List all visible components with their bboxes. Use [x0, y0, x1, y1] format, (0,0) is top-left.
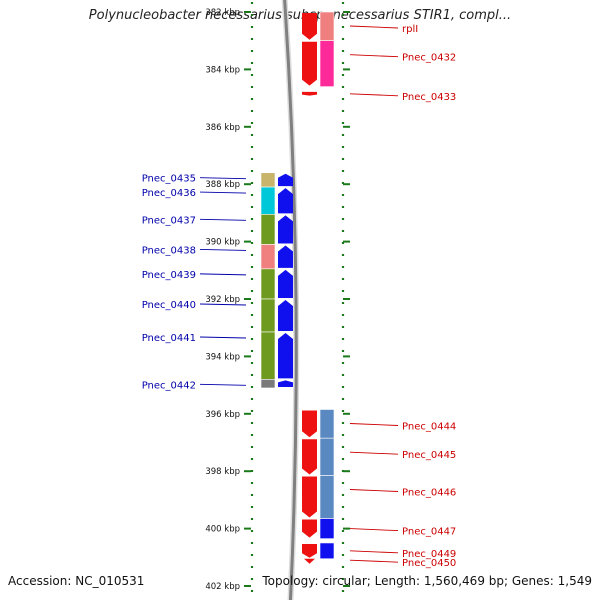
gene-label-leader: [199, 303, 247, 306]
gene-category-bar[interactable]: [260, 268, 276, 300]
gene-category-bar[interactable]: [260, 331, 276, 380]
reverse-gene-arrow[interactable]: [302, 13, 317, 40]
gene-category-bar[interactable]: [319, 542, 335, 560]
gene-label-pnec_0444[interactable]: Pnec_0444: [402, 421, 456, 432]
gene-label-leader: [199, 336, 247, 339]
gene-category-bar[interactable]: [319, 437, 335, 476]
forward-gene-arrow[interactable]: [278, 173, 293, 187]
forward-gene-arrow[interactable]: [278, 333, 293, 379]
gene-label-pnec_0438[interactable]: Pnec_0438: [142, 245, 196, 256]
reverse-gene-arrow[interactable]: [302, 519, 317, 538]
gene-label-leader: [349, 451, 399, 455]
gene-label-pnec_0447[interactable]: Pnec_0447: [402, 527, 456, 538]
accession-label: Accession: NC_010531: [8, 574, 145, 588]
reverse-gene-arrow[interactable]: [302, 91, 317, 96]
gene-label-leader: [199, 383, 247, 386]
gene-label-leader: [199, 218, 247, 221]
gene-category-bar[interactable]: [260, 298, 276, 333]
map-title: Polynucleobacter necessarius subsp. nece…: [88, 8, 512, 23]
gene-label-pnec_0440[interactable]: Pnec_0440: [142, 300, 196, 311]
gene-label-leader: [199, 191, 247, 194]
gene-label-leader: [349, 54, 399, 58]
gene-label-rpli[interactable]: rplI: [402, 24, 418, 35]
gene-category-bar[interactable]: [319, 409, 335, 439]
forward-gene-arrow[interactable]: [278, 380, 293, 387]
scale-tick-label: 384 kbp: [205, 65, 240, 75]
reverse-gene-arrow[interactable]: [304, 558, 315, 564]
gene-label-pnec_0432[interactable]: Pnec_0432: [402, 53, 456, 64]
reverse-gene-arrow[interactable]: [302, 476, 317, 518]
gene-label-pnec_0436[interactable]: Pnec_0436: [142, 188, 196, 199]
forward-gene-arrow[interactable]: [278, 269, 293, 298]
gene-label-pnec_0450[interactable]: Pnec_0450: [402, 558, 456, 569]
gene-label-pnec_0446[interactable]: Pnec_0446: [402, 488, 456, 499]
scale-tick-label: 398 kbp: [205, 467, 240, 477]
gene-category-bar[interactable]: [260, 172, 276, 188]
scale-tick-label: 400 kbp: [205, 525, 240, 535]
forward-gene-arrow[interactable]: [278, 188, 293, 214]
forward-gene-arrow[interactable]: [278, 215, 293, 244]
scale-tick-label: 402 kbp: [205, 582, 240, 592]
gene-category-bar[interactable]: [260, 244, 276, 270]
gene-label-pnec_0437[interactable]: Pnec_0437: [142, 215, 196, 226]
gene-category-bar[interactable]: [319, 40, 335, 87]
scale-tick-label: 382 kbp: [205, 8, 240, 18]
gene-label-leader: [349, 489, 399, 492]
gene-label-leader: [349, 528, 399, 532]
scale-tick-label: 394 kbp: [205, 352, 240, 362]
gene-category-bar[interactable]: [319, 11, 335, 42]
scale-tick-label: 392 kbp: [205, 295, 240, 305]
scale-tick-label: 396 kbp: [205, 410, 240, 420]
reverse-gene-arrow[interactable]: [302, 439, 317, 475]
forward-gene-arrow[interactable]: [278, 300, 293, 332]
gene-label-pnec_0449[interactable]: Pnec_0449: [402, 549, 456, 560]
summary-label: Topology: circular; Length: 1,560,469 bp…: [262, 574, 592, 588]
gene-category-bar[interactable]: [260, 379, 276, 389]
gene-label-leader: [199, 249, 247, 251]
gene-category-bar[interactable]: [319, 518, 335, 539]
reverse-gene-arrow[interactable]: [302, 410, 317, 438]
gene-label-pnec_0435[interactable]: Pnec_0435: [142, 174, 196, 185]
gene-label-leader: [349, 559, 399, 563]
scale-tick-label: 386 kbp: [205, 123, 240, 133]
scale-tick-label: 388 kbp: [205, 180, 240, 190]
gene-label-pnec_0441[interactable]: Pnec_0441: [142, 333, 196, 344]
gene-label-leader: [349, 423, 399, 426]
gene-category-bar[interactable]: [319, 475, 335, 519]
gene-label-leader: [349, 550, 399, 554]
gene-label-pnec_0439[interactable]: Pnec_0439: [142, 270, 196, 281]
gene-label-leader: [349, 93, 399, 97]
gene-label-leader: [349, 25, 399, 29]
gene-label-pnec_0433[interactable]: Pnec_0433: [402, 92, 456, 103]
gene-label-leader: [199, 273, 247, 276]
gene-category-bar[interactable]: [260, 214, 276, 245]
gene-label-pnec_0442[interactable]: Pnec_0442: [142, 380, 196, 391]
forward-gene-arrow[interactable]: [278, 245, 293, 268]
gene-category-bar[interactable]: [260, 186, 276, 215]
reverse-gene-arrow[interactable]: [302, 543, 317, 558]
scale-tick-label: 390 kbp: [205, 238, 240, 248]
gene-label-pnec_0445[interactable]: Pnec_0445: [402, 450, 456, 461]
gene-label-leader: [199, 177, 247, 180]
backbone-line: [283, 0, 298, 600]
reverse-gene-arrow[interactable]: [302, 41, 317, 86]
